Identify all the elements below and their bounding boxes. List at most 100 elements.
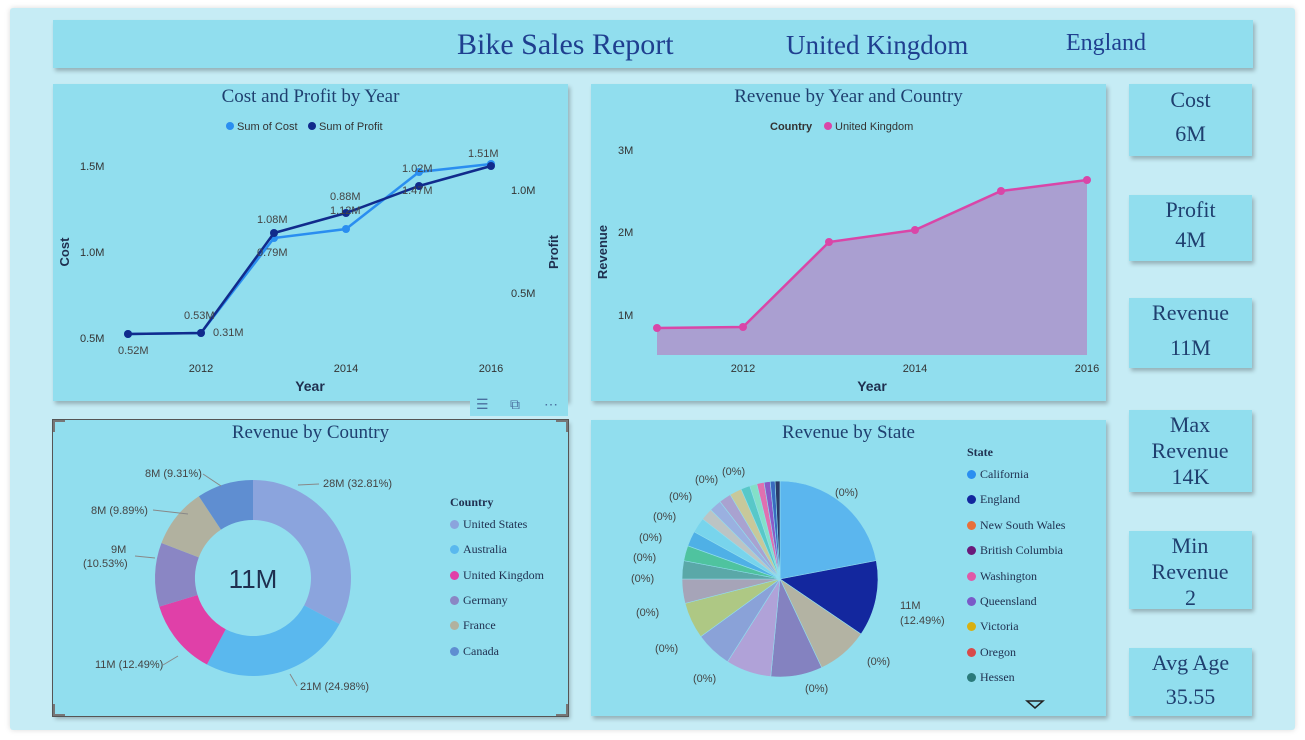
slice-label: (0%) <box>639 532 662 544</box>
x-tick-label: 2012 <box>189 363 213 375</box>
country-label: United Kingdom <box>786 30 969 60</box>
donut-slice-united-kingdom <box>159 594 226 665</box>
profit-point <box>342 209 350 217</box>
slice-label: 11M (12.49%) <box>95 659 163 671</box>
legend-marker <box>967 546 976 556</box>
chart-title: Cost and Profit by Year <box>221 86 400 107</box>
legend-marker <box>450 520 459 529</box>
filter-icon[interactable]: ☰ <box>476 396 489 412</box>
legend-marker <box>967 571 976 581</box>
legend-item-germany[interactable]: Germany <box>450 593 508 608</box>
slice-label: (0%) <box>722 466 745 478</box>
legend-item-england[interactable]: England <box>967 492 1020 507</box>
revenue-state-chart[interactable]: Revenue by State (0%) 11M (12.49%) (0%) … <box>591 420 1106 716</box>
slice-label: (0%) <box>655 643 678 655</box>
legend-marker <box>450 595 459 605</box>
leader-line <box>152 509 189 515</box>
cost-data-label: 0.53M <box>184 310 215 322</box>
legend-marker <box>450 570 459 580</box>
slice-label: (0%) <box>653 511 676 523</box>
legend-item-united-kingdom[interactable]: United Kingdom <box>450 568 544 583</box>
x-tick-label: 2014 <box>903 363 927 375</box>
kpi-value: 6M <box>1175 121 1206 146</box>
chart-title: Revenue by Year and Country <box>734 86 963 107</box>
legend-label: California <box>980 467 1029 481</box>
y-tick-label: 1M <box>618 310 633 322</box>
legend-item-australia[interactable]: Australia <box>450 542 507 557</box>
focus-mode-icon[interactable]: ⧉ <box>510 396 520 412</box>
legend-item-united-states[interactable]: United States <box>450 517 527 532</box>
legend-label: France <box>463 618 496 633</box>
legend-cost-marker <box>226 122 234 130</box>
slice-label: (0%) <box>835 487 858 499</box>
legend-marker <box>967 470 976 479</box>
slice-label: (0%) <box>695 474 718 486</box>
x-axis-title: Year <box>857 378 887 394</box>
legend-marker <box>450 621 459 631</box>
donut-slice-germany <box>155 543 199 607</box>
legend-item-washington[interactable]: Washington <box>967 569 1037 584</box>
cost-point <box>415 168 423 176</box>
cost-point <box>342 225 350 233</box>
legend-item-oregon[interactable]: Oregon <box>967 645 1016 660</box>
kpi-label: Avg Age <box>1151 650 1230 675</box>
slice-label: 8M (9.31%) <box>145 468 202 480</box>
y-tick-label: 0.5M <box>80 333 104 345</box>
slice-label: (12.49%) <box>900 615 945 627</box>
legend-item-queensland[interactable]: Queensland <box>967 594 1037 609</box>
leader-line <box>289 673 298 687</box>
cost-profit-svg: Sum of Cost Sum of Profit 1.5M 1.0M 0.5M… <box>57 121 561 394</box>
cost-data-label: 0.79M <box>257 247 288 259</box>
legend-title: Country <box>450 495 494 509</box>
kpi-avg-age-card: Avg Age 35.55 <box>1129 648 1252 716</box>
kpi-value: 4M <box>1175 227 1206 252</box>
donut-slice-canada <box>198 480 253 530</box>
slice-label: (0%) <box>693 673 716 685</box>
revenue-year-chart[interactable]: Revenue by Year and Country Country Unit… <box>591 84 1106 401</box>
uk-point <box>1083 176 1091 184</box>
slice-label: (0%) <box>636 607 659 619</box>
legend-item-canada[interactable]: Canada <box>450 644 499 659</box>
legend-item-british-columbia[interactable]: British Columbia <box>967 543 1063 558</box>
revenue-state-svg: (0%) 11M (12.49%) (0%) (0%) (0%) (0%) (0… <box>631 466 1045 709</box>
slice-label: 11M <box>900 600 921 612</box>
legend-title: Country <box>770 121 813 133</box>
cost-profit-chart[interactable]: Cost and Profit by Year Sum of Cost Sum … <box>53 84 568 401</box>
slice-label: (0%) <box>633 552 656 564</box>
cost-data-label: 0.52M <box>118 345 149 357</box>
kpi-label: Revenue <box>1152 300 1229 325</box>
y2-axis-title: Profit <box>546 234 561 269</box>
kpi-label: Cost <box>1170 87 1211 112</box>
legend-uk-label: United Kingdom <box>835 121 913 133</box>
chart-title: Revenue by State <box>782 422 915 443</box>
legend-label: New South Wales <box>980 517 1066 532</box>
legend-marker <box>450 545 459 555</box>
legend-item-hessen[interactable]: Hessen <box>967 670 1015 685</box>
cost-data-label: 1.47M <box>402 185 433 197</box>
legend-marker <box>967 520 976 530</box>
legend-label: Germany <box>463 592 508 607</box>
uk-series-line <box>656 178 1088 330</box>
cost-series-line <box>127 162 492 336</box>
kpi-label: Min Revenue <box>1151 533 1229 584</box>
revenue-country-chart[interactable]: Revenue by Country 11M 28M (32.81%) 21M … <box>52 419 569 717</box>
legend-marker <box>967 647 976 657</box>
state-label: England <box>1066 30 1146 56</box>
donut-slice-united-states <box>253 480 351 625</box>
profit-data-label: 1.02M <box>402 163 433 175</box>
x-tick-label: 2012 <box>731 363 755 375</box>
kpi-value: 14K <box>1171 464 1210 489</box>
legend-label: Queensland <box>980 594 1037 608</box>
legend-item-victoria[interactable]: Victoria <box>967 619 1019 634</box>
slice-label: 9M <box>111 544 126 556</box>
more-options-icon[interactable]: ⋯ <box>544 396 558 412</box>
scroll-down-icon[interactable] <box>1025 700 1045 709</box>
legend-item-california[interactable]: California <box>967 467 1029 482</box>
x-tick-label: 2014 <box>334 363 358 375</box>
legend-label: Canada <box>463 643 499 658</box>
kpi-revenue-card: Revenue 11M <box>1129 298 1252 368</box>
legend-item-new-south-wales[interactable]: New South Wales <box>967 518 1065 533</box>
y2-tick-label: 0.5M <box>511 288 535 300</box>
selection-corner <box>556 420 568 432</box>
legend-item-france[interactable]: France <box>450 618 496 633</box>
